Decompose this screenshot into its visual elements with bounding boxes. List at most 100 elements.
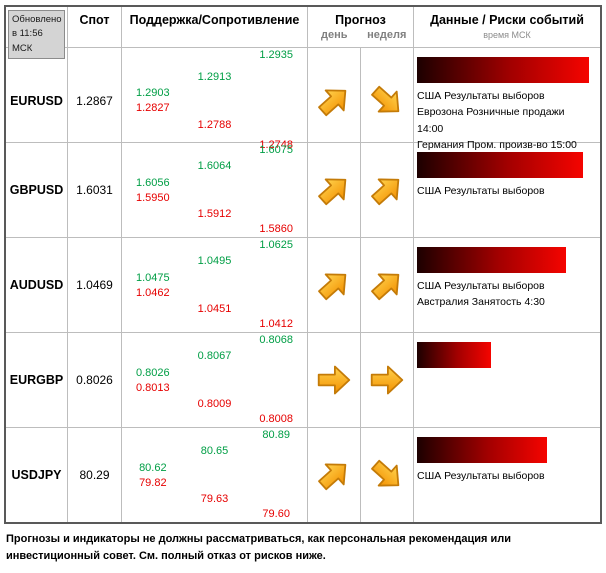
- support-level-1: 79.82: [139, 476, 167, 489]
- arrow-icon: [318, 463, 347, 491]
- forecast-cell: [308, 333, 414, 427]
- risk-bar: [417, 57, 589, 83]
- data-risks-cell: США Результаты выборов: [414, 143, 600, 237]
- arrow-icon: [317, 365, 351, 395]
- pair-label: AUDUSD: [6, 238, 68, 332]
- column-header-data-risks: Данные / Риски событий время МСК: [414, 7, 600, 62]
- support-level-2: 79.63: [200, 493, 229, 505]
- forex-forecast-table: Обновлено в 11:56 МСК Спот Поддержка/Соп…: [4, 5, 602, 524]
- updated-timestamp: Обновлено в 11:56 МСК: [8, 10, 65, 59]
- column-header-support-resistance: Поддержка/Сопротивление: [122, 7, 308, 62]
- column-header-day: день: [320, 29, 348, 41]
- forecast-cell: [308, 238, 414, 332]
- day-forecast-arrow: [308, 143, 361, 237]
- arrow-icon: [370, 365, 404, 395]
- week-forecast-arrow: [361, 48, 413, 153]
- disclaimer-text: Прогнозы и индикаторы не должны рассматр…: [6, 533, 512, 562]
- risk-bar: [417, 247, 566, 273]
- resistance-level-3: 0.8068: [259, 334, 293, 346]
- event-item: Германия Пром. произв-во 15:00: [417, 138, 577, 151]
- support-level-3: 1.2748: [259, 139, 293, 152]
- event-item: США Результаты выборов: [417, 280, 545, 292]
- support-level-1: 1.2827: [136, 102, 170, 115]
- column-header-week: неделя: [367, 29, 407, 41]
- arrow-icon: [318, 273, 347, 301]
- time-msk-note: время МСК: [483, 30, 531, 40]
- updated-cell: Обновлено в 11:56 МСК: [6, 7, 68, 62]
- support-level-2: 0.8009: [197, 398, 232, 410]
- support-level-3: 1.5860: [259, 223, 293, 235]
- spot-value: 0.8026: [68, 333, 122, 427]
- resistance-level-2: 1.0495: [197, 255, 232, 267]
- support-resistance-cell: 1.6056 1.5950 1.6064 1.5912 1.6075 1.586…: [122, 143, 308, 237]
- spot-value: 1.0469: [68, 238, 122, 332]
- data-risks-cell: США Результаты выборов Австралия Занятос…: [414, 238, 600, 332]
- resistance-level-1: 1.2903: [136, 87, 170, 100]
- resistance-level-1: 80.62: [139, 461, 167, 474]
- event-item: США Результаты выборов: [417, 185, 545, 197]
- resistance-level-2: 1.6064: [197, 160, 232, 172]
- arrow-icon: [371, 459, 400, 487]
- event-item: Австралия Занятость 4:30: [417, 296, 545, 309]
- events-list: США Результаты выборов Еврозона Розничны…: [417, 88, 592, 153]
- week-forecast-arrow: [361, 333, 413, 427]
- event-item: США Результаты выборов: [417, 470, 545, 482]
- forecast-cell: [308, 143, 414, 237]
- support-level-2: 1.2788: [197, 118, 232, 131]
- week-forecast-arrow: [361, 143, 413, 237]
- spot-value: 1.6031: [68, 143, 122, 237]
- support-resistance-cell: 80.62 79.82 80.65 79.63 80.89 79.60: [122, 428, 308, 522]
- arrow-icon: [371, 178, 400, 206]
- resistance-level-3: 80.89: [262, 429, 290, 441]
- support-level-1: 0.8013: [136, 381, 170, 394]
- risk-bar: [417, 152, 584, 178]
- table-row: GBPUSD 1.6031 1.6056 1.5950 1.6064 1.591…: [6, 143, 600, 238]
- data-risks-header-label: Данные / Риски событий: [430, 13, 584, 27]
- arrow-icon: [318, 178, 347, 206]
- day-forecast-arrow: [308, 428, 361, 522]
- table-row: AUDUSD 1.0469 1.0475 1.0462 1.0495 1.045…: [6, 238, 600, 333]
- event-item: Еврозона Розничные продажи 14:00: [417, 106, 565, 135]
- support-level-3: 79.60: [262, 508, 290, 520]
- week-forecast-arrow: [361, 238, 413, 332]
- day-forecast-arrow: [308, 238, 361, 332]
- arrow-icon: [371, 85, 400, 113]
- pair-label: EURGBP: [6, 333, 68, 427]
- support-level-2: 1.0451: [197, 303, 232, 315]
- updated-line-1: Обновлено: [12, 14, 62, 25]
- table-header-row: Обновлено в 11:56 МСК Спот Поддержка/Соп…: [6, 7, 600, 62]
- arrow-icon: [371, 273, 400, 301]
- support-resistance-cell: 1.0475 1.0462 1.0495 1.0451 1.0625 1.041…: [122, 238, 308, 332]
- resistance-level-1: 1.0475: [136, 271, 170, 284]
- pair-label: EURUSD: [6, 48, 68, 154]
- table-row: EURGBP 0.8026 0.8026 0.8013 0.8067 0.800…: [6, 333, 600, 428]
- event-item: США Результаты выборов: [417, 90, 545, 102]
- table-row: EURUSD 1.2867 1.2903 1.2827 1.2913 1.278…: [6, 48, 600, 154]
- support-resistance-cell: 0.8026 0.8013 0.8067 0.8009 0.8068 0.800…: [122, 333, 308, 427]
- resistance-level-1: 1.6056: [136, 176, 170, 189]
- events-list: США Результаты выборов: [417, 468, 592, 484]
- day-forecast-arrow: [308, 333, 361, 427]
- resistance-level-3: 1.6075: [259, 144, 293, 156]
- table-row: USDJPY 80.29 80.62 79.82 80.65 79.63 80.…: [6, 428, 600, 522]
- column-header-spot: Спот: [68, 7, 122, 62]
- data-risks-cell: США Результаты выборов Еврозона Розничны…: [414, 48, 600, 153]
- forecast-cell: [308, 428, 414, 522]
- resistance-level-3: 1.2935: [259, 49, 293, 61]
- risk-bar: [417, 342, 491, 368]
- support-resistance-cell: 1.2903 1.2827 1.2913 1.2788 1.2935 1.274…: [122, 48, 308, 154]
- arrow-icon: [318, 88, 347, 116]
- support-level-1: 1.0462: [136, 286, 170, 299]
- spot-value: 80.29: [68, 428, 122, 522]
- updated-line-2: в 11:56 МСК: [12, 28, 43, 54]
- events-list: США Результаты выборов Австралия Занятос…: [417, 278, 592, 311]
- spot-value: 1.2867: [68, 48, 122, 154]
- pair-label: USDJPY: [6, 428, 68, 522]
- resistance-level-2: 0.8067: [197, 350, 232, 362]
- risk-bar: [417, 437, 547, 463]
- support-level-3: 1.0412: [259, 318, 293, 330]
- resistance-level-2: 80.65: [200, 445, 229, 457]
- forecast-cell: [308, 48, 414, 154]
- support-level-1: 1.5950: [136, 191, 170, 204]
- pair-label: GBPUSD: [6, 143, 68, 237]
